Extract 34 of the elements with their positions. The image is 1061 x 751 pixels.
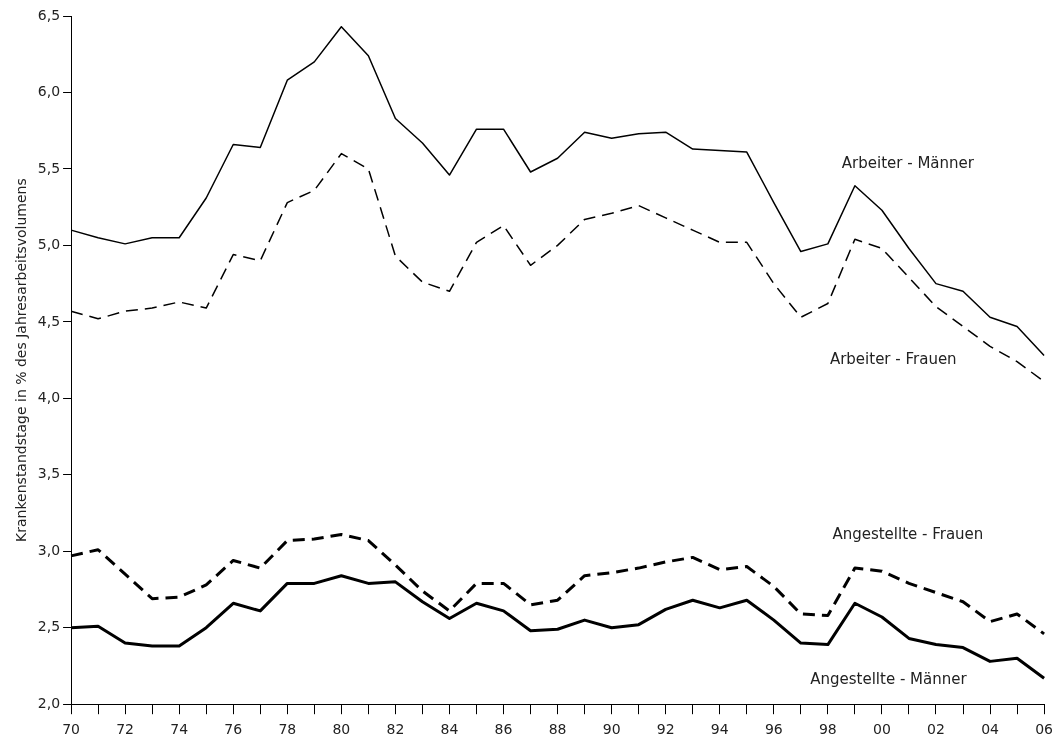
y-tick-label: 6,5 — [37, 6, 61, 23]
x-tick-label: 84 — [440, 721, 459, 738]
y-tick-label: 2,0 — [37, 694, 61, 711]
series-label: Angestellte - Männer — [810, 670, 968, 688]
y-tick-label: 2,5 — [37, 618, 61, 635]
text: Angestellte - Frauen — [832, 525, 984, 544]
y-tick-label: 3,0 — [37, 541, 61, 558]
x-tick-label: 82 — [386, 721, 405, 738]
y-tick-label: 5,5 — [37, 159, 61, 176]
x-tick-label: 78 — [278, 721, 297, 738]
x-tick-label: 90 — [602, 721, 621, 738]
y-tick-label: 4,0 — [37, 388, 61, 405]
y-tick-label: 3,5 — [37, 465, 61, 482]
x-tick-label: 74 — [170, 721, 189, 738]
y-tick-label: 5,0 — [37, 236, 61, 253]
x-tick-label: 72 — [116, 721, 135, 738]
x-tick-label: 88 — [548, 721, 567, 738]
x-tick-label: 92 — [656, 721, 675, 738]
x-tick-label: 76 — [224, 721, 243, 738]
y-tick-label: 4,5 — [37, 312, 61, 329]
x-tick-label: 02 — [927, 721, 945, 738]
x-tick-label: 00 — [873, 721, 891, 738]
series-label: Arbeiter - Männer — [841, 153, 975, 172]
x-tick-label: 80 — [332, 721, 351, 738]
x-tick-label: 86 — [494, 721, 513, 738]
x-tick-label: 98 — [818, 721, 837, 738]
x-tick-label: 04 — [981, 721, 1000, 738]
x-tick-label: 06 — [1035, 721, 1054, 738]
series-label: Arbeiter - Frauen — [829, 349, 957, 368]
y-axis-title: Krankenstandstage in % des Jahresarbeitsvolumens — [13, 178, 30, 542]
x-tick-label: 96 — [764, 721, 783, 738]
x-tick-label: 70 — [62, 721, 80, 738]
x-tick-label: 94 — [710, 721, 729, 738]
y-tick-label: 6,0 — [37, 83, 61, 100]
